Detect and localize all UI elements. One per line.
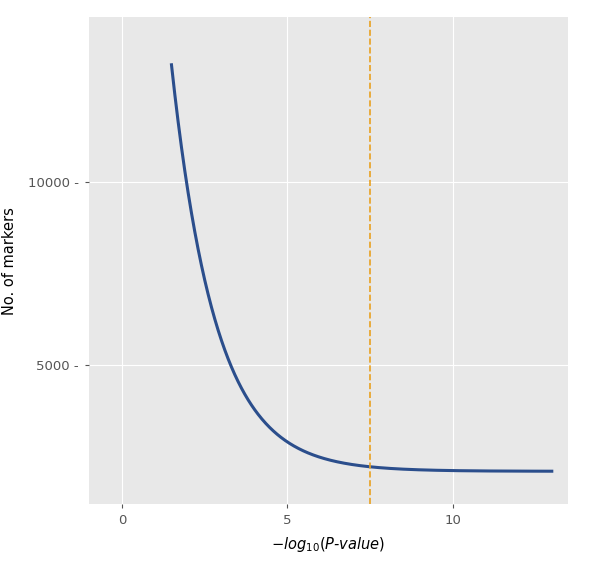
Y-axis label: No. of markers: No. of markers <box>2 207 17 315</box>
X-axis label: $-log_{10}(P$-$value)$: $-log_{10}(P$-$value)$ <box>272 535 385 554</box>
